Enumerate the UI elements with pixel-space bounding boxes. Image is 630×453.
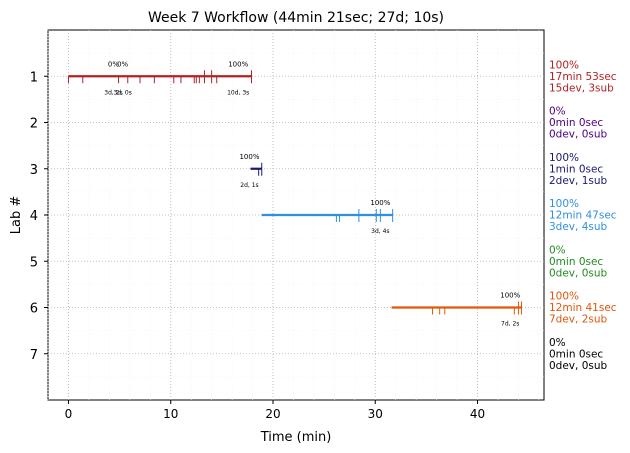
summary-line: 1min 0sec — [549, 163, 603, 175]
summary-line: 0dev, 0sub — [549, 129, 608, 141]
x-axis-ticks: 0 10 20 30 40 — [65, 400, 485, 421]
summary-line: 17min 53sec — [549, 71, 617, 83]
y-tick-label: 1 — [30, 70, 38, 85]
lab-1-timeline: 0% 3d, 2s 0% 3d, 0s 100% 10d, 3s — [67, 60, 253, 96]
device-submission-annotation: 2d, 1s — [240, 182, 258, 189]
y-tick-label: 2 — [30, 117, 38, 132]
lab-6-timeline: 100% 7d, 2s — [391, 292, 523, 328]
summary-line: 100% — [549, 291, 579, 303]
y-tick-label: 3 — [30, 163, 38, 178]
summary-line: 0min 0sec — [549, 117, 603, 129]
percent-annotation: 100% — [500, 292, 520, 300]
lab-4-timeline: 100% 3d, 4s — [261, 199, 394, 235]
device-submission-annotation: 3d, 0s — [113, 89, 131, 96]
y-tick-label: 7 — [30, 348, 38, 363]
summary-line: 0min 0sec — [549, 348, 603, 360]
summary-line: 12min 47sec — [549, 210, 617, 222]
x-tick-label: 30 — [368, 407, 383, 421]
summary-line: 15dev, 3sub — [549, 82, 614, 94]
x-axis-label: Time (min) — [260, 430, 332, 445]
summary-line: 0% — [549, 106, 566, 118]
percent-annotation: 100% — [228, 60, 248, 68]
summary-line: 2dev, 1sub — [549, 175, 608, 187]
chart-title: Week 7 Workflow (44min 21sec; 27d; 10s) — [148, 10, 444, 26]
summary-line: 100% — [549, 152, 579, 164]
y-axis-label: Lab # — [9, 196, 24, 235]
device-submission-annotation: 7d, 2s — [501, 321, 519, 328]
summary-line: 0dev, 0sub — [549, 267, 608, 279]
x-tick-label: 10 — [163, 407, 178, 421]
summary-line: 100% — [549, 198, 579, 210]
percent-annotation: 100% — [239, 153, 259, 161]
y-tick-label: 6 — [30, 302, 38, 317]
summary-line: 0% — [549, 337, 566, 349]
summary-line: 7dev, 2sub — [549, 314, 608, 326]
percent-annotation: 0% — [108, 60, 119, 68]
summary-line: 0min 0sec — [549, 256, 603, 268]
summary-line: 0dev, 0sub — [549, 360, 608, 372]
x-tick-label: 40 — [470, 407, 485, 421]
summary-line: 0% — [549, 244, 566, 256]
y-tick-label: 4 — [30, 209, 38, 224]
device-submission-annotation: 3d, 2s — [104, 89, 122, 96]
y-axis-ticks: 1 2 3 4 5 6 7 — [30, 70, 48, 363]
x-tick-label: 20 — [265, 407, 280, 421]
device-submission-annotation: 3d, 4s — [371, 228, 389, 235]
summary-line: 12min 41sec — [549, 302, 617, 314]
percent-annotation: 0% — [117, 60, 128, 68]
device-submission-annotation: 10d, 3s — [227, 89, 249, 96]
summary-line: 100% — [549, 59, 579, 71]
lab-3-timeline: 100% 2d, 1s — [239, 153, 263, 189]
percent-annotation: 100% — [370, 199, 390, 207]
y-tick-label: 5 — [30, 255, 38, 270]
x-tick-label: 0 — [65, 407, 73, 421]
summary-line: 3dev, 4sub — [549, 221, 608, 233]
